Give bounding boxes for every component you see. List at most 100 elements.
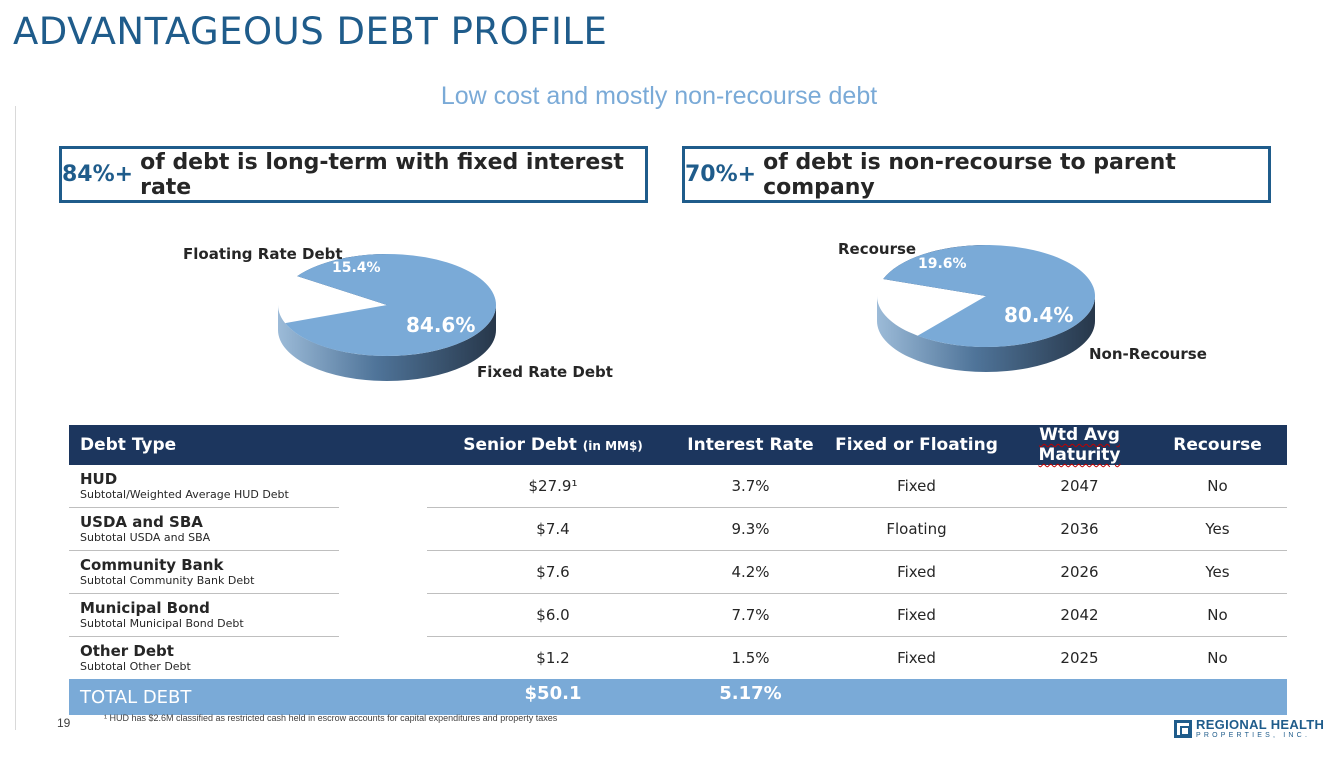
spacer-cell [339,679,427,715]
spacer-cell [339,593,427,637]
debt-type-cell: Community Bank Subtotal Community Bank De… [69,550,339,594]
pie-chart-rate-type [278,254,496,381]
pie-chart-recourse [877,244,1095,372]
total-empty-cell [1148,679,1287,715]
fixed-or-floating-cell: Fixed [822,465,1011,508]
recourse-cell: No [1148,593,1287,637]
debt-type-name: Other Debt [80,641,174,660]
maturity-cell: 2025 [1060,649,1099,667]
fixed-or-floating-cell: Floating [822,507,1011,551]
total-empty-cell [1011,679,1148,715]
debt-type-name: USDA and SBA [80,512,203,531]
fixed-or-floating-cell: Fixed [822,550,1011,594]
interest-rate-cell: 7.7% [679,593,822,637]
senior-debt-cell: $1.2 [536,649,570,667]
interest-rate-cell: 4.2% [679,550,822,594]
pie-label-fixed-rate-debt: Fixed Rate Debt [477,363,613,381]
logo-line-2: PROPERTIES, INC. [1196,732,1311,739]
debt-type-cell: USDA and SBA Subtotal USDA and SBA [69,507,339,551]
spacer-cell [339,507,427,551]
interest-rate-cell: 3.7% [679,465,822,508]
total-senior-debt: $50.1 [427,679,679,715]
debt-type-cell: Other Debt Subtotal Other Debt [69,637,339,680]
debt-type-cell: HUD Subtotal/Weighted Average HUD Debt [69,465,339,508]
footnote: ¹ HUD has $2.6M classified as restricted… [104,713,558,723]
pie-slice-fixed-rate-debt [285,254,496,357]
header-recourse: Recourse [1148,425,1287,465]
page-title: ADVANTAGEOUS DEBT PROFILE [13,10,608,53]
header-fixed-or-floating: Fixed or Floating [822,425,1011,465]
maturity-cell: 2036 [1011,507,1148,551]
logo-mark-icon [1174,720,1192,738]
recourse-cell: No [1148,465,1287,508]
pie-charts: Floating Rate Debt Fixed Rate Debt 15.4%… [183,240,1207,381]
header-spacer [339,425,427,465]
senior-debt-cell: $27.9¹ [427,465,679,508]
interest-rate-cell: 1.5% [731,649,770,667]
recourse-cell: Yes [1148,507,1287,551]
header-senior-debt: Senior Debt (in MM$) [427,425,679,465]
header-interest-rate: Interest Rate [679,425,822,465]
header-wtd-avg-maturity: Wtd Avg Maturity [1011,425,1148,465]
callout-fixed-rate-highlight: 84%+ [62,162,134,187]
maturity-cell: 2047 [1011,465,1148,508]
fixed-or-floating-cell: Fixed [897,649,936,667]
header-wtd-avg-maturity-label: Wtd Avg Maturity [1038,425,1121,465]
fixed-or-floating-cell: Fixed [822,593,1011,637]
pie-data-label-fixed: 84.6% [406,313,475,337]
table-row: Municipal Bond Subtotal Municipal Bond De… [69,593,1287,637]
senior-debt-cell: $7.6 [427,550,679,594]
total-row: TOTAL DEBT $50.1 5.17% [69,679,1287,715]
pie-side-0 [278,305,496,381]
pie-side-1 [877,296,1095,372]
spacer-cell [339,637,427,680]
total-interest-rate: 5.17% [679,679,822,715]
pie-label-non-recourse: Non-Recourse [1089,345,1207,363]
vertical-divider [15,106,16,730]
debt-type-cell: Municipal Bond Subtotal Municipal Bond De… [69,593,339,637]
logo-line-1: REGIONAL HEALTH [1196,717,1325,732]
pie-slice-non-recourse [883,244,1095,347]
debt-type-subtitle: Subtotal Community Bank Debt [80,573,255,587]
debt-type-name: Municipal Bond [80,598,210,617]
table-row: USDA and SBA Subtotal USDA and SBA $7.4 9… [69,507,1287,551]
table-row: HUD Subtotal/Weighted Average HUD Debt $2… [69,465,1287,508]
senior-debt-cell: $7.4 [427,507,679,551]
page-subtitle: Low cost and mostly non-recourse debt [440,82,878,110]
pie-data-label-recourse: 19.6% [918,256,967,272]
recourse-cell: Yes [1148,550,1287,594]
senior-debt-cell: $6.0 [427,593,679,637]
spacer-cell [339,465,427,508]
debt-table: Debt Type Senior Debt (in MM$) Interest … [69,425,1287,715]
debt-type-subtitle: Subtotal USDA and SBA [80,530,211,544]
pie-label-recourse: Recourse [838,240,916,258]
header-senior-debt-label: Senior Debt [463,435,577,455]
debt-type-name: Community Bank [80,555,224,574]
table-row: Community Bank Subtotal Community Bank De… [69,550,1287,594]
company-logo: REGIONAL HEALTH PROPERTIES, INC. [1174,718,1324,740]
maturity-cell: 2042 [1011,593,1148,637]
interest-rate-cell: 9.3% [679,507,822,551]
pie-data-label-non-recourse: 80.4% [1004,303,1073,327]
callout-non-recourse-text: of debt is non-recourse to parent compan… [763,149,1176,200]
callout-non-recourse: 70%+ of debt is non-recourse to parent c… [682,146,1271,203]
debt-type-subtitle: Subtotal Other Debt [80,659,191,673]
callout-fixed-rate-text: of debt is long-term with fixed interest… [140,149,624,200]
debt-type-name: HUD [80,469,118,488]
header-debt-type: Debt Type [69,425,339,465]
pie-data-label-floating: 15.4% [332,260,381,276]
pie-label-floating-rate-debt: Floating Rate Debt [183,245,343,263]
spacer-cell [339,550,427,594]
table-row: Other Debt Subtotal Other Debt $1.2 1.5% … [69,637,1287,680]
total-empty-cell [822,679,1011,715]
header-senior-debt-unit: (in MM$) [582,439,643,453]
recourse-cell: No [1207,649,1228,667]
debt-type-subtitle: Subtotal/Weighted Average HUD Debt [80,487,289,501]
table-header-row: Debt Type Senior Debt (in MM$) Interest … [69,425,1287,465]
page-number: 19 [57,716,71,730]
total-label: TOTAL DEBT [69,679,339,715]
maturity-cell: 2026 [1011,550,1148,594]
debt-type-subtitle: Subtotal Municipal Bond Debt [80,616,244,630]
callout-non-recourse-highlight: 70%+ [685,162,757,187]
callout-fixed-rate: 84%+ of debt is long-term with fixed int… [59,146,648,203]
